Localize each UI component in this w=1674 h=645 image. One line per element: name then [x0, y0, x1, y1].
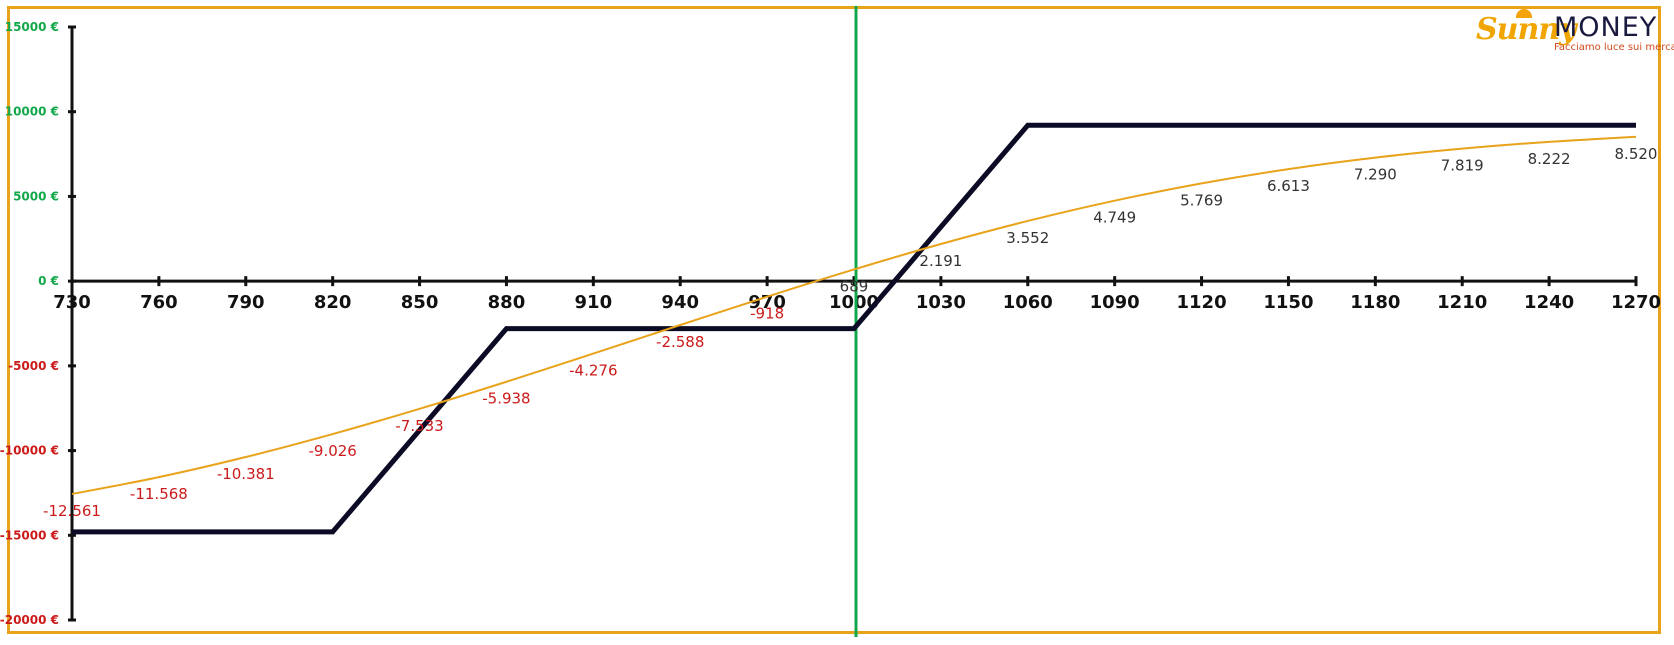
x-tick-label: 1150: [1263, 292, 1313, 313]
x-tick-label: 1120: [1177, 292, 1227, 313]
curve-data-label: 7.819: [1441, 157, 1484, 175]
curve-data-label: 689: [840, 277, 869, 295]
curve-data-label: -2.588: [656, 333, 704, 351]
value-curve: [71, 135, 1637, 495]
x-tick-label: 790: [227, 292, 265, 313]
curve-data-label: 8.520: [1615, 145, 1658, 163]
y-tick-label: -5000 €: [8, 359, 59, 373]
x-tick-label: 820: [314, 292, 352, 313]
x-tick-label: 1240: [1524, 292, 1574, 313]
curve-data-label: 3.552: [1006, 229, 1049, 247]
x-tick-label: 730: [53, 292, 91, 313]
x-tick-label: 850: [401, 292, 439, 313]
x-tick-label: 760: [140, 292, 178, 313]
logo-tagline: Facciamo luce sui mercati: [1554, 42, 1674, 53]
x-tick-label: 1000: [829, 292, 879, 313]
curve-data-label: 7.290: [1354, 166, 1397, 184]
x-tick-label: 1090: [1090, 292, 1140, 313]
series-layer: [71, 6, 1637, 637]
logo-brand-money: MONEY: [1554, 12, 1658, 43]
y-tick-label: 5000 €: [13, 189, 59, 203]
y-tick-label: 0 €: [38, 274, 59, 288]
curve-data-label: -4.276: [569, 362, 617, 380]
x-tick-label: 1180: [1350, 292, 1400, 313]
chart-frame: [7, 6, 1661, 634]
curve-data-label: -12.561: [43, 502, 101, 520]
x-tick-label: 1270: [1611, 292, 1661, 313]
y-tick-label: -20000 €: [0, 613, 59, 627]
y-tick-label: 15000 €: [5, 20, 59, 34]
y-tick-label: -10000 €: [0, 444, 59, 458]
curve-data-label: 6.613: [1267, 177, 1310, 195]
x-tick-label: 910: [575, 292, 613, 313]
y-tick-label: 10000 €: [5, 105, 59, 119]
curve-data-label: -9.026: [308, 442, 356, 460]
payoff-line: [72, 122, 1636, 535]
curve-data-label: -10.381: [217, 465, 275, 483]
y-tick-label: -15000 €: [0, 528, 59, 542]
x-tick-label: 970: [748, 292, 786, 313]
curve-data-label: -5.938: [482, 390, 530, 408]
y-axis: 15000 € 10000 € 5000 € 0 € -5000 € -10000 € -1…: [0, 20, 76, 627]
x-tick-label: 940: [661, 292, 699, 313]
curve-data-label: 5.769: [1180, 191, 1223, 209]
sunny-money-logo: Sunny MONEY Facciamo luce sui mercati: [1476, 9, 1674, 54]
curve-data-label: -7.533: [395, 417, 443, 435]
curve-data-label: 2.191: [919, 252, 962, 270]
curve-data-label: 8.222: [1528, 150, 1571, 168]
logo-brand-sunny: Sunny: [1476, 12, 1577, 47]
data-labels-layer: -12.561 -11.568 -10.381 -9.026 -7.533 -5.938 -…: [43, 145, 1657, 520]
sun-icon: [1516, 9, 1532, 18]
x-axis: 730 760 790 820 850 880 910 940 970 1000 1030 1060 1…: [53, 276, 1661, 313]
curve-data-label: -918: [750, 305, 784, 323]
x-tick-label: 880: [488, 292, 526, 313]
x-tick-label: 1030: [916, 292, 966, 313]
curve-data-label: -11.568: [130, 485, 188, 503]
x-tick-label: 1210: [1437, 292, 1487, 313]
curve-data-label: 4.749: [1093, 209, 1136, 227]
x-tick-label: 1060: [1003, 292, 1053, 313]
